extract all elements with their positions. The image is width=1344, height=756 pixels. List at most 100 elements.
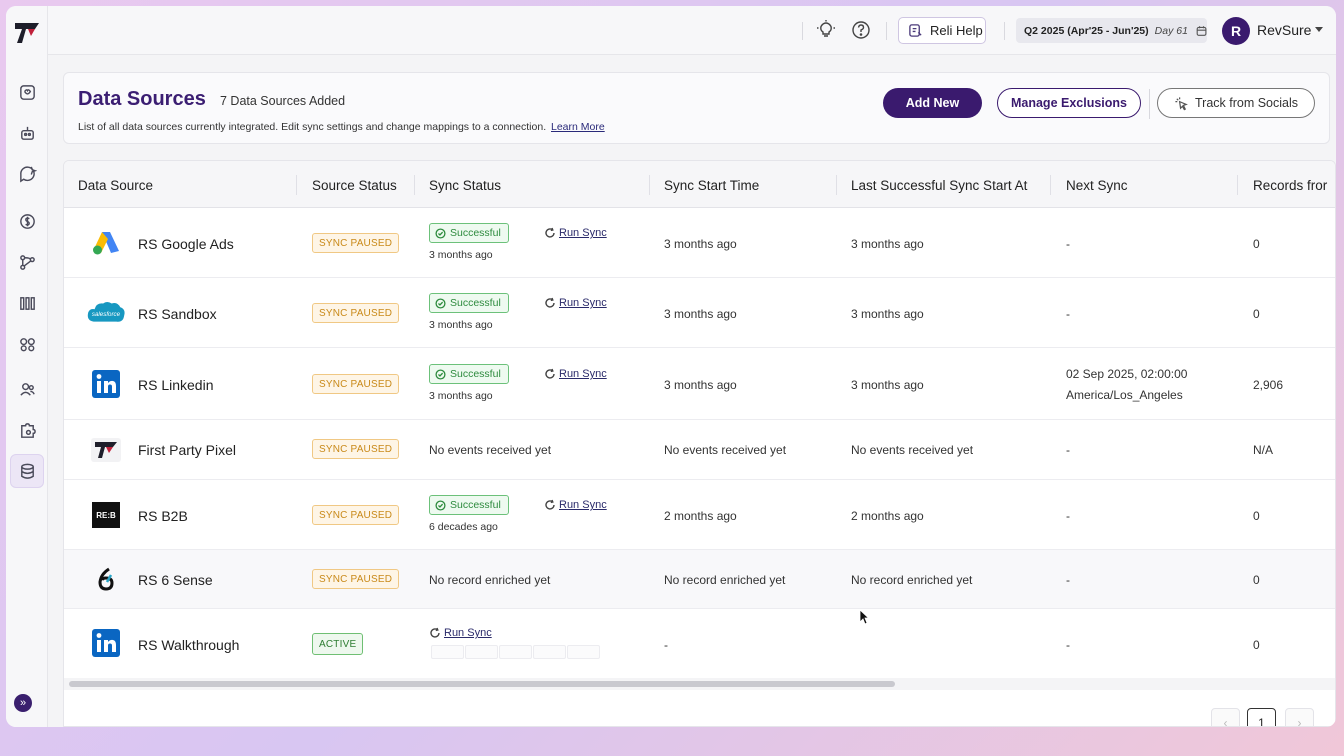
database-icon bbox=[20, 463, 34, 479]
run-sync-link[interactable]: Run Sync bbox=[544, 297, 607, 309]
sidebar-item-users[interactable] bbox=[10, 372, 44, 406]
theme-toggle-button[interactable] bbox=[815, 19, 837, 41]
next-page-button[interactable]: › bbox=[1285, 708, 1314, 726]
user-name[interactable]: RevSure bbox=[1257, 22, 1312, 38]
question-icon bbox=[852, 21, 870, 39]
source-name[interactable]: RS Google Ads bbox=[138, 236, 234, 252]
success-label: Successful bbox=[450, 368, 501, 380]
refresh-icon bbox=[545, 227, 555, 238]
page-description: List of all data sources currently integ… bbox=[78, 121, 547, 133]
table-row[interactable]: RS 6 Sense SYNC PAUSED No record enriche… bbox=[64, 550, 1335, 609]
linkedin-logo bbox=[86, 627, 126, 659]
divider bbox=[649, 175, 650, 195]
help-button[interactable] bbox=[850, 19, 872, 41]
next-sync: - bbox=[1066, 237, 1070, 251]
source-name[interactable]: RS Walkthrough bbox=[138, 637, 240, 653]
gear-puzzle-icon bbox=[20, 422, 36, 438]
page-title: Data Sources bbox=[78, 88, 206, 110]
records: 2,906 bbox=[1253, 378, 1284, 392]
source-name[interactable]: RS 6 Sense bbox=[138, 572, 213, 588]
sync-start-time: No events received yet bbox=[664, 443, 787, 457]
source-name[interactable]: RS B2B bbox=[138, 508, 188, 524]
records: 0 bbox=[1253, 307, 1260, 321]
sidebar-item-chat[interactable] bbox=[10, 157, 44, 191]
source-name[interactable]: First Party Pixel bbox=[138, 442, 237, 458]
run-sync-link[interactable]: Run Sync bbox=[429, 627, 492, 639]
revsure-logo[interactable] bbox=[14, 21, 40, 45]
avatar[interactable]: R bbox=[1222, 17, 1250, 45]
sync-ago: 3 months ago bbox=[429, 249, 493, 261]
source-name[interactable]: RS Linkedin bbox=[138, 377, 214, 393]
divider bbox=[802, 22, 803, 40]
sidebar-item-home[interactable] bbox=[10, 75, 44, 109]
chat-sparkle-icon bbox=[19, 165, 37, 182]
sync-start-time: 3 months ago bbox=[664, 307, 737, 321]
sync-start-time: 3 months ago bbox=[664, 378, 737, 392]
sync-start-time: 3 months ago bbox=[664, 237, 737, 251]
status-badge: SYNC PAUSED bbox=[312, 374, 400, 394]
check-circle-icon bbox=[435, 227, 446, 239]
robot-icon bbox=[20, 126, 34, 140]
status-badge: SYNC PAUSED bbox=[312, 505, 400, 525]
sync-start-time: 2 months ago bbox=[664, 509, 737, 523]
status-badge: SYNC PAUSED bbox=[312, 233, 400, 253]
sync-start-time: No record enriched yet bbox=[664, 573, 786, 587]
reli-help-button[interactable]: Reli Help bbox=[898, 17, 986, 44]
table-row[interactable]: RS Linkedin SYNC PAUSED Successful Run S… bbox=[64, 348, 1335, 420]
records: 0 bbox=[1253, 573, 1260, 587]
prev-page-button[interactable]: ‹ bbox=[1211, 708, 1240, 726]
horizontal-scrollbar[interactable] bbox=[69, 681, 895, 687]
next-sync: - bbox=[1066, 509, 1070, 523]
manage-exclusions-button[interactable]: Manage Exclusions bbox=[997, 88, 1141, 118]
check-circle-icon bbox=[435, 368, 446, 380]
run-sync-label: Run Sync bbox=[444, 627, 492, 639]
sidebar-item-data-sources[interactable] bbox=[10, 454, 44, 488]
status-badge: SYNC PAUSED bbox=[312, 303, 400, 323]
table-row[interactable]: First Party Pixel SYNC PAUSED No events … bbox=[64, 420, 1335, 480]
status-badge: SYNC PAUSED bbox=[312, 569, 400, 589]
loading-placeholder bbox=[431, 645, 464, 659]
linkedin-logo bbox=[86, 368, 126, 400]
table-row[interactable]: salesforce RS Sandbox SYNC PAUSED Succes… bbox=[64, 278, 1335, 348]
table-row[interactable]: RE:B RS B2B SYNC PAUSED Successful Run S… bbox=[64, 480, 1335, 550]
source-name[interactable]: RS Sandbox bbox=[138, 306, 217, 322]
sidebar-item-settings[interactable] bbox=[10, 413, 44, 447]
divider bbox=[1050, 175, 1051, 195]
column-header: Data Source bbox=[78, 178, 154, 193]
run-sync-link[interactable]: Run Sync bbox=[544, 499, 607, 511]
run-sync-link[interactable]: Run Sync bbox=[544, 227, 607, 239]
track-from-socials-button[interactable]: Track from Socials bbox=[1157, 88, 1315, 118]
divider bbox=[1237, 175, 1238, 195]
svg-text:RE:B: RE:B bbox=[96, 511, 116, 520]
status-badge: SYNC PAUSED bbox=[312, 439, 400, 459]
loading-placeholder bbox=[499, 645, 532, 659]
refresh-icon bbox=[545, 499, 555, 510]
page-1-button[interactable]: 1 bbox=[1247, 708, 1276, 726]
learn-more-link[interactable]: Learn More bbox=[551, 121, 605, 133]
sync-ago: 3 months ago bbox=[429, 390, 493, 402]
last-successful-sync: 3 months ago bbox=[851, 237, 924, 251]
source-count: 7 Data Sources Added bbox=[220, 94, 346, 108]
run-sync-link[interactable]: Run Sync bbox=[544, 368, 607, 380]
sidebar-item-reports[interactable] bbox=[10, 286, 44, 320]
next-sync: - bbox=[1066, 307, 1070, 321]
sync-success-badge: Successful bbox=[429, 495, 509, 515]
re-b2b-logo: RE:B bbox=[86, 499, 126, 531]
column-header: Last Successful Sync Start At bbox=[851, 178, 1028, 193]
sidebar-item-journeys[interactable] bbox=[10, 245, 44, 279]
sidebar-item-segments[interactable] bbox=[10, 327, 44, 361]
sidebar-item-revenue[interactable] bbox=[10, 204, 44, 238]
last-successful-sync: No events received yet bbox=[851, 443, 974, 457]
table-row[interactable]: RS Walkthrough ACTIVE Run Sync - - 0 bbox=[64, 609, 1335, 677]
table-row[interactable]: RS Google Ads SYNC PAUSED Successful Run… bbox=[64, 208, 1335, 278]
run-sync-label: Run Sync bbox=[559, 499, 607, 511]
check-circle-icon bbox=[435, 297, 446, 309]
success-label: Successful bbox=[450, 227, 501, 239]
add-new-button[interactable]: Add New bbox=[883, 88, 982, 118]
next-sync: - bbox=[1066, 443, 1070, 457]
chevron-down-icon[interactable] bbox=[1315, 27, 1323, 32]
quarter-selector[interactable]: Q2 2025 (Apr'25 - Jun'25) Day 61 bbox=[1016, 18, 1207, 43]
help-doc-icon bbox=[909, 24, 922, 37]
sidebar-item-agents[interactable] bbox=[10, 116, 44, 150]
expand-sidebar-button[interactable]: » bbox=[14, 694, 32, 712]
